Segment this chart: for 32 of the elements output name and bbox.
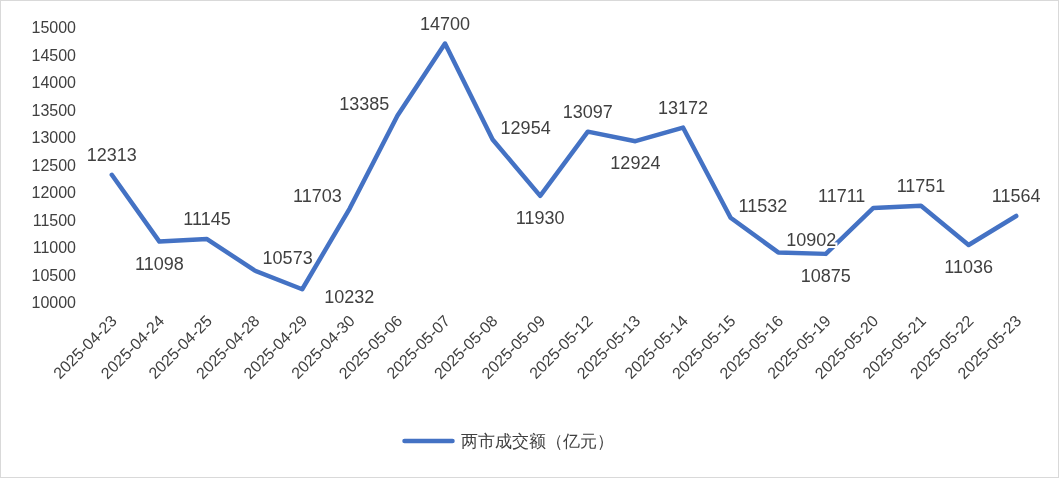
data-label: 10573	[262, 248, 313, 269]
data-label: 11098	[135, 253, 184, 274]
data-label: 12924	[610, 153, 661, 174]
data-label: 13172	[657, 97, 709, 118]
y-tick-label: 10000	[31, 294, 77, 311]
data-label: 12313	[86, 144, 137, 165]
y-tick-label: 11500	[32, 211, 77, 229]
y-tick-label: 10500	[31, 266, 77, 284]
data-label: 11751	[896, 175, 946, 196]
data-label: 11930	[515, 207, 565, 228]
y-tick-label: 13000	[31, 129, 77, 146]
data-label: 11711	[818, 185, 866, 206]
y-tick-label: 14500	[31, 46, 77, 64]
data-label: 11532	[738, 195, 788, 216]
data-label: 10875	[800, 265, 851, 286]
data-label: 12954	[500, 117, 551, 138]
data-label: 11564	[991, 185, 1041, 206]
data-label: 13097	[562, 101, 613, 122]
data-label: 13385	[339, 93, 390, 114]
data-label: 14700	[419, 13, 471, 34]
y-tick-label: 12000	[31, 184, 77, 201]
y-tick-label: 15000	[31, 19, 77, 36]
data-label: 10232	[324, 287, 375, 308]
y-tick-label: 14000	[31, 74, 77, 91]
data-label: 11703	[293, 186, 342, 207]
data-label: 11036	[944, 257, 993, 278]
y-tick-label: 12500	[31, 156, 77, 174]
data-label: 11145	[183, 209, 231, 230]
y-tick-label: 11000	[32, 239, 77, 256]
data-label: 10902	[786, 230, 837, 251]
legend-label: 两市成交额（亿元）	[460, 432, 614, 451]
y-tick-label: 13500	[31, 101, 77, 119]
